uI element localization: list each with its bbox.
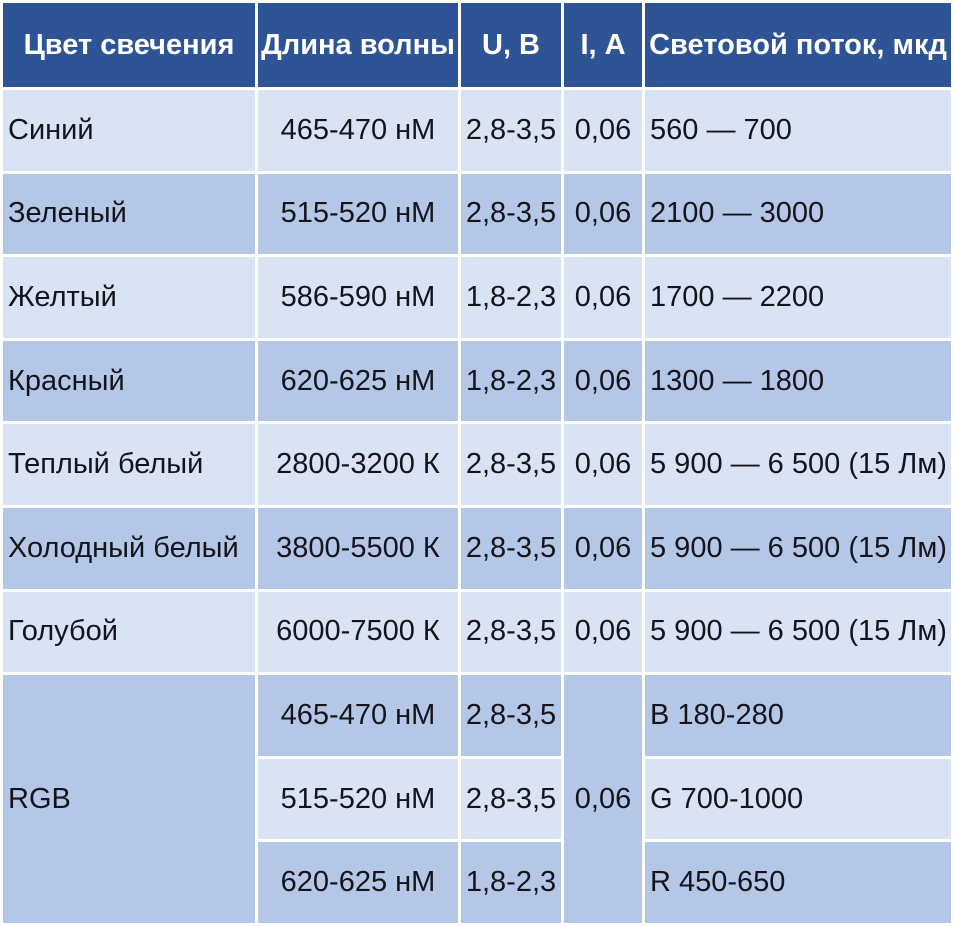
cell-current: 0,06 (564, 591, 642, 673)
table-row: Зеленый 515-520 нМ 2,8-3,5 0,06 2100 — 3… (3, 173, 951, 255)
cell-color: Красный (3, 340, 255, 422)
cell-flux: 1700 — 2200 (645, 257, 951, 338)
column-header-wavelength: Длина волны (258, 3, 458, 87)
cell-color: Теплый белый (3, 424, 255, 505)
cell-flux: 1300 — 1800 (645, 340, 951, 422)
cell-wavelength: 620-625 нМ (258, 842, 458, 923)
cell-color-rgb-merged: RGB (3, 675, 255, 923)
table-row: Красный 620-625 нМ 1,8-2,3 0,06 1300 — 1… (3, 340, 951, 422)
cell-wavelength: 620-625 нМ (258, 340, 458, 422)
table-row-rgb: 515-520 нМ 2,8-3,5 G 700-1000 (3, 758, 951, 840)
table-row: Голубой 6000-7500 К 2,8-3,5 0,06 5 900 —… (3, 591, 951, 673)
cell-color: Зеленый (3, 173, 255, 255)
header-row: Цвет свечения Длина волны U, В I, А Свет… (3, 3, 951, 87)
column-header-voltage: U, В (461, 3, 561, 87)
cell-voltage: 2,8-3,5 (461, 173, 561, 255)
cell-flux: 5 900 — 6 500 (15 Лм) (645, 591, 951, 673)
cell-current: 0,06 (564, 507, 642, 589)
cell-voltage: 1,8-2,3 (461, 842, 561, 923)
table-row-rgb: RGB 465-470 нМ 2,8-3,5 0,06 B 180-280 (3, 675, 951, 923)
table-header: Цвет свечения Длина волны U, В I, А Свет… (3, 3, 951, 87)
cell-current: 0,06 (564, 257, 642, 338)
cell-current: 0,06 (564, 173, 642, 255)
cell-wavelength: 465-470 нМ (258, 90, 458, 171)
table-row: Желтый 586-590 нМ 1,8-2,3 0,06 1700 — 22… (3, 257, 951, 338)
cell-current-rgb-merged: 0,06 (564, 675, 642, 923)
cell-color: Желтый (3, 257, 255, 338)
cell-voltage: 2,8-3,5 (461, 90, 561, 171)
table-row: Синий 465-470 нМ 2,8-3,5 0,06 560 — 700 (3, 90, 951, 171)
cell-color: Холодный белый (3, 507, 255, 589)
cell-voltage: 2,8-3,5 (461, 507, 561, 589)
cell-wavelength: 515-520 нМ (258, 173, 458, 255)
cell-flux: G 700-1000 (645, 758, 951, 840)
cell-flux: R 450-650 (645, 842, 951, 923)
cell-voltage: 1,8-2,3 (461, 340, 561, 422)
column-header-color: Цвет свечения (3, 3, 255, 87)
cell-voltage: 2,8-3,5 (461, 424, 561, 505)
cell-current: 0,06 (564, 340, 642, 422)
cell-color: Синий (3, 90, 255, 171)
cell-flux: 2100 — 3000 (645, 173, 951, 255)
table-row: Холодный белый 3800-5500 К 2,8-3,5 0,06 … (3, 507, 951, 589)
cell-voltage: 2,8-3,5 (461, 591, 561, 673)
cell-wavelength: 6000-7500 К (258, 591, 458, 673)
cell-wavelength: 515-520 нМ (258, 758, 458, 840)
cell-wavelength: 586-590 нМ (258, 257, 458, 338)
column-header-current: I, А (564, 3, 642, 87)
column-header-flux: Световой поток, мкд (645, 3, 951, 87)
cell-wavelength: 3800-5500 К (258, 507, 458, 589)
cell-flux: B 180-280 (645, 675, 951, 756)
table-row: Теплый белый 2800-3200 К 2,8-3,5 0,06 5 … (3, 424, 951, 505)
cell-color: Голубой (3, 591, 255, 673)
cell-voltage: 2,8-3,5 (461, 675, 561, 756)
cell-voltage: 1,8-2,3 (461, 257, 561, 338)
cell-voltage: 2,8-3,5 (461, 758, 561, 840)
cell-flux: 5 900 — 6 500 (15 Лм) (645, 424, 951, 505)
cell-wavelength: 2800-3200 К (258, 424, 458, 505)
cell-flux: 560 — 700 (645, 90, 951, 171)
cell-wavelength: 465-470 нМ (258, 675, 458, 756)
cell-current: 0,06 (564, 90, 642, 171)
table-body: Синий 465-470 нМ 2,8-3,5 0,06 560 — 700 … (3, 90, 951, 923)
cell-current: 0,06 (564, 424, 642, 505)
table-row-rgb: 620-625 нМ 1,8-2,3 R 450-650 (3, 842, 951, 923)
cell-flux: 5 900 — 6 500 (15 Лм) (645, 507, 951, 589)
